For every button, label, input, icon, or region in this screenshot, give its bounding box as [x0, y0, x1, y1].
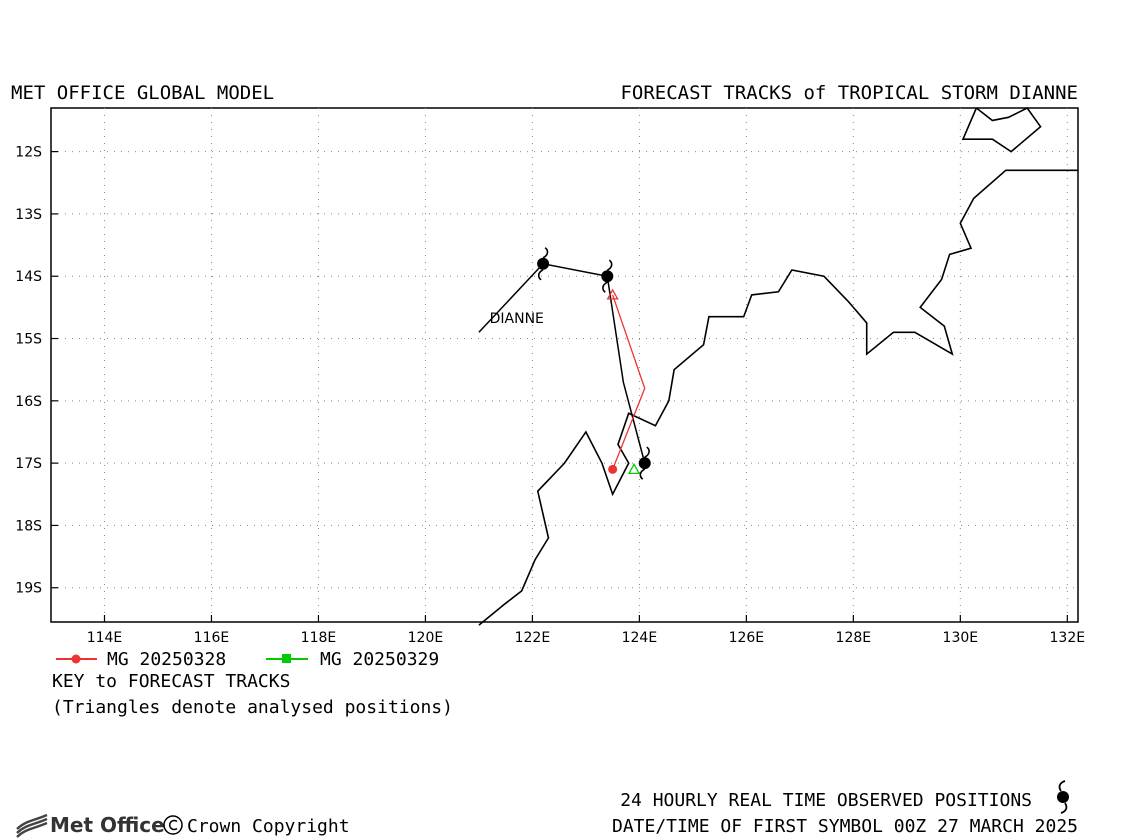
analysed-position-triangle: [606, 288, 619, 300]
storm-name-label: DIANNE: [490, 311, 544, 327]
copyright-text: Crown Copyright: [187, 816, 350, 837]
copyright-icon: [163, 815, 183, 835]
tick-label-lat: 16S: [15, 394, 42, 410]
tick-label-lon: 114E: [87, 630, 123, 646]
forecast-start-marker: [608, 464, 618, 474]
brand-name: Met Office: [50, 813, 165, 837]
key-title: KEY to FORECAST TRACKS: [52, 671, 290, 692]
tick-label-lat: 14S: [15, 269, 42, 285]
key-note: (Triangles denote analysed positions): [52, 697, 453, 718]
tick-label-lat: 12S: [15, 145, 42, 161]
key-item-2: MG 20250329: [320, 649, 439, 670]
met-office-logo-icon: [16, 813, 48, 838]
cyclone-symbol-arm: [644, 446, 650, 458]
tick-label-lon: 130E: [943, 630, 979, 646]
right-title: FORECAST TRACKS of TROPICAL STORM DIANNE: [620, 82, 1078, 104]
tick-label-lat: 18S: [15, 518, 42, 534]
tick-label-lon: 128E: [836, 630, 872, 646]
tick-label-lon: 120E: [408, 630, 444, 646]
cyclone-symbol-arm: [537, 269, 544, 281]
coastline-mainland: [478, 169, 1078, 626]
forecast-track-line: [612, 294, 646, 470]
map-frame: [50, 107, 1079, 623]
cyclone-symbol-core: [601, 270, 614, 283]
tick-label-lon: 116E: [194, 630, 230, 646]
cyclone-symbol-icon: [638, 446, 651, 480]
forecast-key: MG 20250328 MG 20250329 KEY to FORECAST …: [52, 649, 453, 718]
tick-label-lat: 13S: [15, 207, 42, 223]
cyclone-symbol-arm: [606, 259, 613, 271]
tick-label-lat: 15S: [15, 332, 42, 348]
cyclone-symbol-arm: [602, 281, 608, 293]
tracks: [478, 247, 651, 480]
observed-positions-label: 24 HOURLY REAL TIME OBSERVED POSITIONS: [620, 790, 1032, 811]
key-item-1: MG 20250328: [107, 649, 226, 670]
datetime-label: DATE/TIME OF FIRST SYMBOL 00Z 27 MARCH 2…: [612, 816, 1078, 837]
key-marker-green-square: [282, 654, 291, 663]
analysed-position-triangle: [627, 463, 641, 475]
cyclone-symbol-arm: [542, 247, 549, 259]
footer: 24 HOURLY REAL TIME OBSERVED POSITIONS D…: [16, 780, 1078, 838]
cyclone-symbol-core: [537, 257, 550, 270]
tick-label-lon: 126E: [729, 630, 765, 646]
coastline: [478, 106, 1078, 626]
key-marker-red-circle: [71, 654, 81, 664]
cyclone-symbol-icon: [537, 247, 550, 281]
tick-label-lon: 132E: [1050, 630, 1086, 646]
coastline-island: [961, 106, 1042, 153]
left-title: MET OFFICE GLOBAL MODEL: [11, 82, 274, 104]
cyclone-symbol-icon: [601, 259, 614, 293]
cyclone-symbol-arm: [639, 468, 646, 480]
cyclone-symbol-core: [638, 457, 651, 470]
axis-ticks: 114E 116E 118E 120E 122E 124E 126E 128E 130E 132E…: [15, 145, 1085, 646]
hurricane-symbol-icon: [1057, 780, 1069, 814]
tick-label-lon: 124E: [622, 630, 658, 646]
tick-label-lat: 19S: [15, 581, 42, 597]
tick-label-lat: 17S: [15, 456, 42, 472]
map-area: 114E 116E 118E 120E 122E 124E 126E 128E 130E 132E…: [15, 106, 1085, 646]
tick-label-lon: 118E: [301, 630, 337, 646]
tick-label-lon: 122E: [515, 630, 551, 646]
